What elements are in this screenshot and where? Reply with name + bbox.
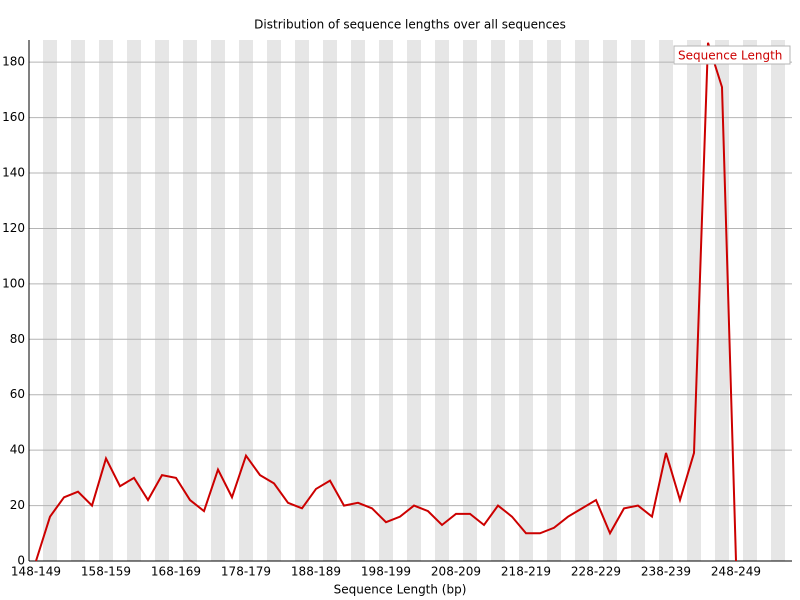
data-line — [35, 42, 737, 562]
legend: Sequence Length — [673, 45, 791, 65]
stripe — [183, 40, 197, 561]
stripe — [463, 40, 477, 561]
x-tick-label: 238-239 — [641, 565, 691, 579]
stripe — [687, 40, 701, 561]
y-tick-label: 60 — [10, 387, 25, 401]
legend-box — [673, 45, 791, 65]
y-tick-label: 0 — [17, 554, 25, 568]
stripe — [379, 40, 393, 561]
x-tick-label: 158-159 — [81, 565, 131, 579]
stripe — [43, 40, 57, 561]
x-tick-label: 208-209 — [431, 565, 481, 579]
stripe — [267, 40, 281, 561]
x-tick-label: 168-169 — [151, 565, 201, 579]
stripe — [407, 40, 421, 561]
y-tick-label: 100 — [2, 276, 25, 290]
legend-label: Sequence Length — [678, 49, 782, 63]
stripe — [351, 40, 365, 561]
stripe — [659, 40, 673, 561]
stripe — [743, 40, 757, 561]
stripe — [519, 40, 533, 561]
y-tick-label: 80 — [10, 332, 25, 346]
x-tick-label: 218-219 — [501, 565, 551, 579]
stripe — [71, 40, 85, 561]
x-tick-label: 228-229 — [571, 565, 621, 579]
stripe — [127, 40, 141, 561]
stripe — [99, 40, 113, 561]
y-tick-label: 20 — [10, 498, 25, 512]
y-tick-label: 180 — [2, 55, 25, 69]
stripe — [295, 40, 309, 561]
stripe — [491, 40, 505, 561]
stripe — [575, 40, 589, 561]
stripe — [211, 40, 225, 561]
y-tick-label: 40 — [10, 443, 25, 457]
x-tick-label: 148-149 — [11, 565, 61, 579]
stripe — [547, 40, 561, 561]
x-tick-label: 188-189 — [291, 565, 341, 579]
stripe — [323, 40, 337, 561]
y-tick-label: 120 — [2, 221, 25, 235]
chart-title: Distribution of sequence lengths over al… — [254, 18, 566, 32]
stripe — [771, 40, 785, 561]
x-tick-label: 198-199 — [361, 565, 411, 579]
x-axis-label: Sequence Length (bp) — [334, 583, 467, 597]
stripe — [435, 40, 449, 561]
stripe — [715, 40, 729, 561]
stripe — [603, 40, 617, 561]
x-tick-label: 248-249 — [711, 565, 761, 579]
y-tick-label: 160 — [2, 110, 25, 124]
x-tick-label: 178-179 — [221, 565, 271, 579]
stripe — [239, 40, 253, 561]
y-tick-label: 140 — [2, 166, 25, 180]
stripe — [631, 40, 645, 561]
stripe — [155, 40, 169, 561]
